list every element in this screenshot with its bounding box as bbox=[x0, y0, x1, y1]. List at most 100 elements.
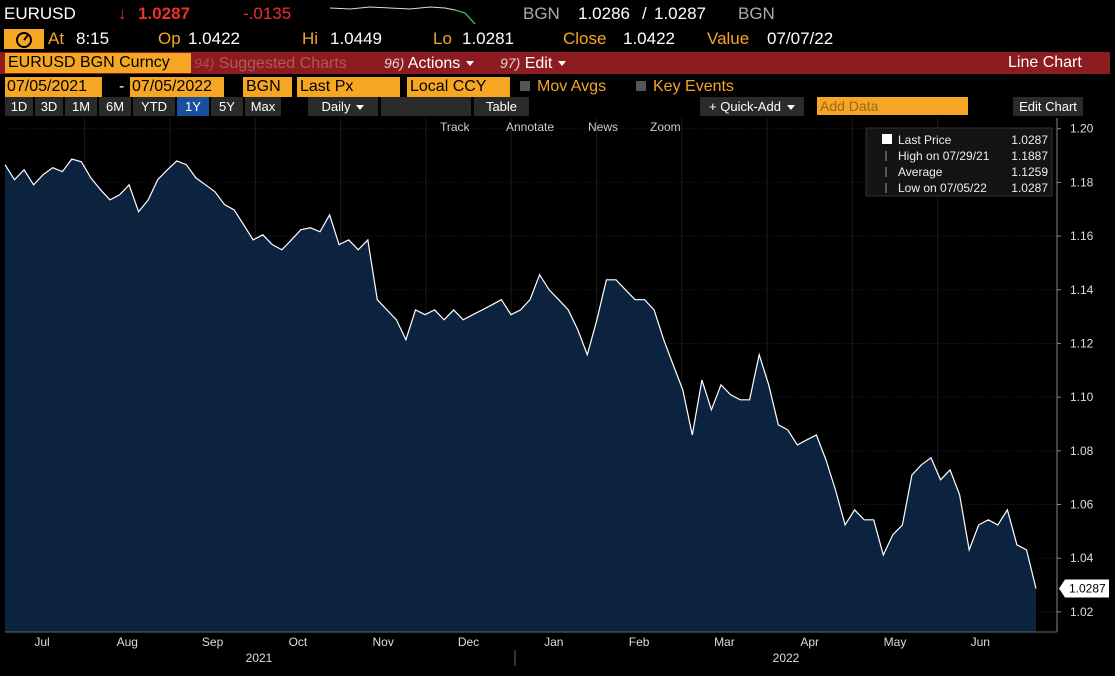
y-tick-label: 1.08 bbox=[1070, 444, 1094, 458]
bid: 1.0286 bbox=[578, 4, 630, 23]
edit-chart[interactable]: Edit Chart bbox=[1013, 97, 1083, 116]
y-tick-label: 1.04 bbox=[1070, 551, 1094, 565]
checkbox[interactable] bbox=[520, 81, 530, 91]
y-tick-label: 1.06 bbox=[1070, 498, 1094, 512]
tool[interactable]: Annotate bbox=[506, 120, 555, 134]
tool[interactable]: News bbox=[588, 120, 619, 134]
quote-value: 8:15 bbox=[76, 29, 110, 48]
actions[interactable]: 96) Actions bbox=[384, 53, 475, 74]
quote-label: Close bbox=[563, 29, 607, 48]
edit[interactable]: 97) Edit bbox=[500, 53, 567, 74]
suggested[interactable]: 94) Suggested Charts bbox=[194, 53, 347, 74]
legend-label: High on 07/29/21 bbox=[898, 149, 990, 163]
menu-bar bbox=[0, 52, 1110, 74]
tool[interactable]: Zoom bbox=[650, 120, 681, 134]
period-button[interactable]: 6M bbox=[99, 97, 131, 116]
checkbox[interactable] bbox=[636, 81, 646, 91]
period-button[interactable]: 1Y bbox=[177, 97, 209, 116]
chart-style[interactable] bbox=[381, 97, 471, 116]
quote-value: 1.0422 bbox=[623, 29, 675, 48]
x-tick-label: Sep bbox=[202, 635, 224, 649]
direction: ↓ bbox=[118, 4, 127, 23]
quick-add-label: + Quick-Add bbox=[709, 99, 781, 114]
add-data[interactable]: Add Data bbox=[817, 97, 968, 115]
legend-label: Low on 07/05/22 bbox=[898, 181, 987, 195]
mov-avgs[interactable]: Mov Avgs bbox=[537, 78, 607, 95]
end-date[interactable]: 07/05/2022 bbox=[130, 77, 224, 97]
source-field[interactable]: BGN bbox=[243, 77, 292, 97]
y-tick-label: 1.16 bbox=[1070, 229, 1094, 243]
quote-label: Hi bbox=[302, 29, 319, 48]
year-label: 2021 bbox=[246, 651, 273, 665]
x-tick-label: Aug bbox=[117, 635, 138, 649]
x-tick-label: Jan bbox=[544, 635, 563, 649]
start-date[interactable]: 07/05/2021 bbox=[5, 77, 102, 97]
y-tick-label: 1.02 bbox=[1070, 605, 1094, 619]
x-tick-label: Apr bbox=[800, 635, 819, 649]
quote-label: At bbox=[48, 29, 65, 48]
x-tick-label: Jul bbox=[34, 635, 49, 649]
x-tick-label: Nov bbox=[373, 635, 394, 649]
table[interactable]: Table bbox=[474, 97, 529, 116]
sparkline bbox=[330, 6, 476, 25]
frequency-label: Daily bbox=[321, 99, 351, 114]
area bbox=[5, 159, 1036, 632]
frequency[interactable]: Daily bbox=[308, 97, 378, 116]
change: -.0135 bbox=[243, 4, 292, 23]
source: BGN bbox=[523, 4, 560, 23]
quote-value: 1.0449 bbox=[330, 29, 382, 48]
menu-label: Suggested Charts bbox=[218, 55, 347, 72]
period-button[interactable]: 1M bbox=[65, 97, 97, 116]
quote-value: 07/07/22 bbox=[767, 29, 834, 48]
price: 1.0287 bbox=[138, 4, 190, 23]
source2: BGN bbox=[738, 4, 775, 23]
last-price-label: 1.0287 bbox=[1069, 582, 1106, 596]
x-tick-label: Feb bbox=[629, 635, 650, 649]
clock-icon bbox=[4, 29, 44, 49]
quote-value: 1.0422 bbox=[188, 29, 240, 48]
ticker: EURUSD bbox=[4, 4, 76, 23]
chart-type[interactable]: Line Chart bbox=[1008, 54, 1082, 71]
year-label: 2022 bbox=[773, 651, 800, 665]
legend-value: 1.0287 bbox=[1011, 133, 1048, 147]
security: EURUSD BGN Curncy bbox=[5, 53, 191, 73]
key-events[interactable]: Key Events bbox=[653, 78, 734, 95]
x-tick-label: Jun bbox=[971, 635, 990, 649]
menu-label: Actions bbox=[407, 55, 461, 72]
y-tick-label: 1.18 bbox=[1070, 175, 1094, 189]
period-button[interactable]: Max bbox=[245, 97, 281, 116]
field[interactable]: Last Px bbox=[297, 77, 400, 97]
menu-label: Edit bbox=[524, 55, 553, 72]
menu-num: 96) bbox=[384, 55, 405, 71]
tool[interactable]: Track bbox=[440, 120, 470, 134]
period-button[interactable]: 1D bbox=[5, 97, 33, 116]
currency[interactable]: Local CCY bbox=[407, 77, 510, 97]
quote-label: Op bbox=[158, 29, 181, 48]
legend-swatch bbox=[882, 134, 892, 144]
sparkline-tail bbox=[454, 9, 476, 25]
legend-value: 1.1887 bbox=[1011, 149, 1048, 163]
x-tick-label: Dec bbox=[458, 635, 479, 649]
period-button[interactable]: 5Y bbox=[211, 97, 243, 116]
sparkline-line bbox=[330, 6, 476, 25]
legend-value: 1.1259 bbox=[1011, 165, 1048, 179]
x-tick-label: Mar bbox=[714, 635, 735, 649]
y-tick-label: 1.10 bbox=[1070, 390, 1094, 404]
period-button[interactable]: 3D bbox=[35, 97, 63, 116]
legend-value: 1.0287 bbox=[1011, 181, 1048, 195]
y-tick-label: 1.14 bbox=[1070, 283, 1094, 297]
y-tick-label: 1.12 bbox=[1070, 336, 1094, 350]
slash: / bbox=[642, 4, 647, 23]
y-tick-label: 1.20 bbox=[1070, 122, 1094, 136]
quick-add[interactable]: + Quick-Add bbox=[700, 97, 804, 116]
price-line bbox=[4, 158, 1037, 589]
legend-label: Average bbox=[898, 165, 943, 179]
last-price-badge bbox=[1059, 579, 1109, 598]
quote-label: Lo bbox=[433, 29, 452, 48]
quote-value: 1.0281 bbox=[462, 29, 514, 48]
period-button[interactable]: YTD bbox=[133, 97, 175, 116]
date-sep: - bbox=[119, 78, 125, 95]
quote-label: Value bbox=[707, 29, 750, 48]
